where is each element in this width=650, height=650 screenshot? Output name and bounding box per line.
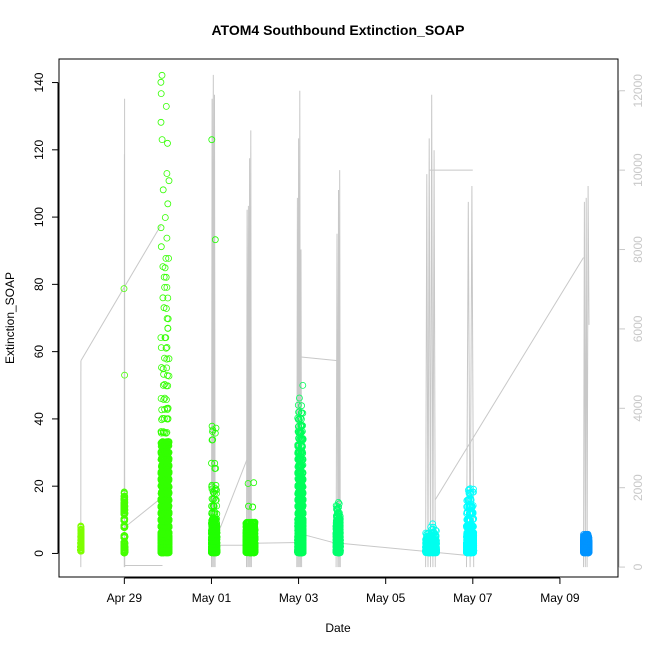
- altitude-line: [340, 543, 465, 555]
- altitude-lines: [81, 75, 589, 567]
- altitude-line: [81, 226, 161, 361]
- altitude-line: [251, 543, 298, 544]
- altitude-line: [426, 95, 436, 567]
- data-points: [78, 72, 592, 556]
- chart-title: ATOM4 Southbound Extinction_SOAP: [211, 22, 464, 38]
- y-axis-label: Extinction_SOAP: [3, 272, 17, 364]
- altitude-line: [247, 130, 252, 567]
- altitude-line: [584, 186, 590, 567]
- altitude-line: [435, 258, 583, 500]
- x-axis-label: Date: [325, 621, 351, 635]
- altitude-line: [299, 357, 339, 361]
